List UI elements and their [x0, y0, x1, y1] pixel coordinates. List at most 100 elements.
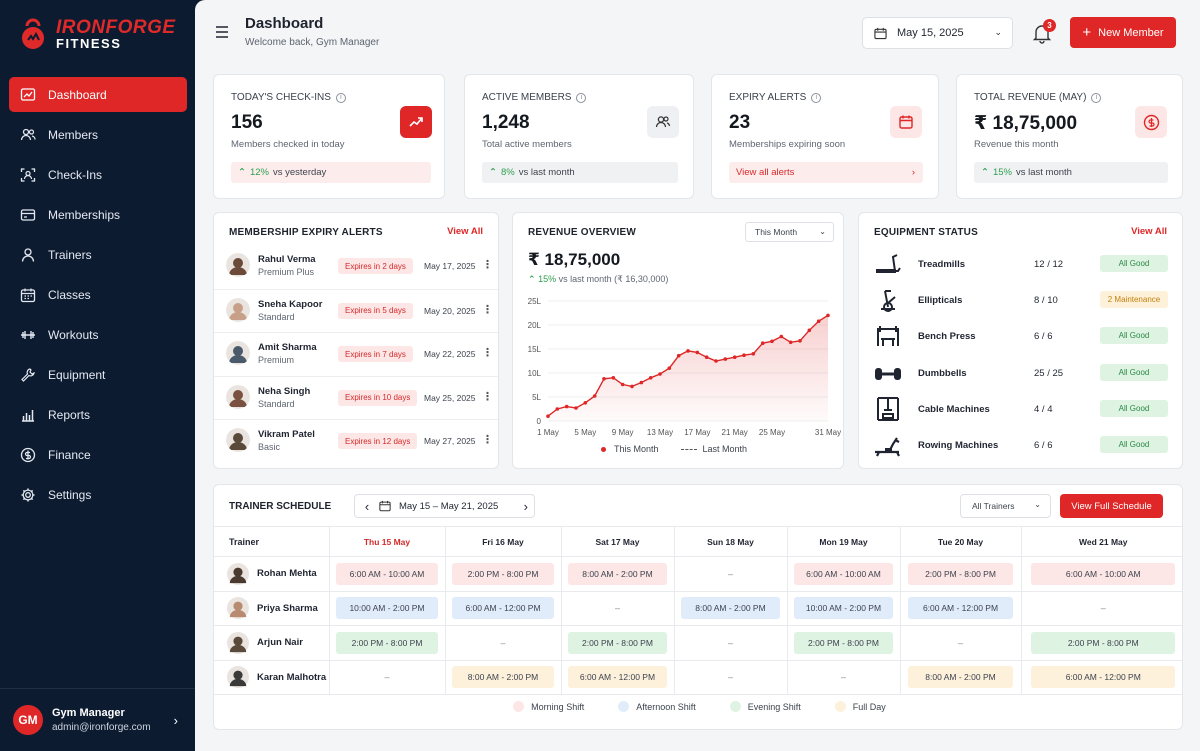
trainer-cell[interactable]: Priya Sharma: [214, 591, 329, 626]
sidebar-item-dashboard[interactable]: Dashboard: [9, 77, 187, 112]
schedule-cell[interactable]: 6:00 AM - 10:00 AM: [786, 556, 900, 592]
sidebar-item-equipment[interactable]: Equipment: [9, 357, 187, 392]
schedule-cell[interactable]: 10:00 AM - 2:00 PM: [328, 591, 445, 626]
schedule-cell[interactable]: 2:00 PM - 8:00 PM: [328, 625, 445, 661]
schedule-cell[interactable]: 6:00 AM - 12:00 PM: [1020, 660, 1182, 695]
schedule-cell[interactable]: 6:00 AM - 12:00 PM: [560, 660, 674, 695]
more-options-icon[interactable]: ⋮: [482, 390, 493, 403]
stat-card-revenue[interactable]: TOTAL REVENUE (MAY) i ₹ 18,75,000 Revenue…: [956, 74, 1183, 199]
list-item[interactable]: Rowing Machines 6 / 6 All Good: [859, 428, 1182, 464]
trainer-cell[interactable]: Arjun Nair: [214, 625, 329, 661]
info-icon[interactable]: i: [811, 92, 822, 103]
shift-block[interactable]: 2:00 PM - 8:00 PM: [1031, 631, 1176, 654]
sidebar-item-finance[interactable]: Finance: [9, 437, 187, 472]
schedule-cell[interactable]: 2:00 PM - 8:00 PM: [899, 556, 1021, 592]
chevron-right-icon[interactable]: ›: [173, 713, 178, 728]
stat-card-expiry-alerts[interactable]: EXPIRY ALERTS i 23 Memberships expiring s…: [711, 74, 939, 199]
week-range-picker[interactable]: ‹ May 15 – May 21, 2025 ›: [354, 494, 535, 518]
sidebar-item-memberships[interactable]: Memberships: [9, 197, 187, 232]
shift-block[interactable]: 8:00 AM - 2:00 PM: [452, 666, 554, 689]
more-options-icon[interactable]: ⋮: [482, 347, 493, 360]
schedule-cell[interactable]: 2:00 PM - 8:00 PM: [560, 625, 674, 661]
trainer-filter-select[interactable]: All Trainers ⌄: [960, 494, 1051, 518]
shift-block[interactable]: 2:00 PM - 8:00 PM: [907, 562, 1014, 585]
shift-block[interactable]: 6:00 AM - 12:00 PM: [452, 597, 554, 620]
shift-block[interactable]: 2:00 PM - 8:00 PM: [452, 562, 554, 585]
shift-block[interactable]: 6:00 AM - 12:00 PM: [1031, 666, 1176, 689]
list-item[interactable]: Ellipticals 8 / 10 2 Maintenance: [859, 283, 1182, 319]
chevron-left-icon[interactable]: ‹: [364, 498, 370, 514]
menu-icon[interactable]: [215, 26, 229, 38]
sidebar-nav: Dashboard Members Check-Ins Memberships Trai…: [9, 77, 187, 517]
schedule-cell[interactable]: 6:00 AM - 12:00 PM: [899, 591, 1021, 626]
schedule-cell[interactable]: 2:00 PM - 8:00 PM: [444, 556, 561, 592]
shift-block[interactable]: 6:00 AM - 12:00 PM: [568, 666, 667, 689]
stat-trend: ⌃ 12% vs yesterday: [231, 162, 431, 183]
list-item[interactable]: Dumbbells 25 / 25 All Good: [859, 356, 1182, 392]
more-options-icon[interactable]: ⋮: [482, 303, 493, 316]
list-item[interactable]: Vikram Patel Basic Expires in 12 days May 2…: [214, 419, 498, 462]
column-header-day: Sat 17 May: [560, 526, 674, 557]
sidebar-item-reports[interactable]: Reports: [9, 397, 187, 432]
shift-block[interactable]: 2:00 PM - 8:00 PM: [794, 631, 893, 654]
date-picker[interactable]: May 15, 2025 ⌄: [862, 17, 1013, 49]
shift-block[interactable]: 6:00 AM - 12:00 PM: [907, 597, 1014, 620]
list-item[interactable]: Cable Machines 4 / 4 All Good: [859, 392, 1182, 428]
view-all-alerts-link[interactable]: View all alerts ›: [729, 162, 923, 183]
schedule-cell[interactable]: 8:00 AM - 2:00 PM: [899, 660, 1021, 695]
shift-block[interactable]: 6:00 AM - 10:00 AM: [336, 562, 438, 585]
schedule-cell[interactable]: 2:00 PM - 8:00 PM: [786, 625, 900, 661]
view-full-schedule-button[interactable]: View Full Schedule: [1060, 494, 1163, 518]
sidebar-item-members[interactable]: Members: [9, 117, 187, 152]
shift-block[interactable]: 2:00 PM - 8:00 PM: [336, 631, 438, 654]
info-icon[interactable]: i: [1091, 92, 1102, 103]
trainer-cell[interactable]: Rohan Mehta: [214, 556, 329, 592]
table-row: Karan Malhotra – 8:00 AM - 2:00 PM 6:00 AM …: [214, 660, 1182, 695]
schedule-cell[interactable]: 2:00 PM - 8:00 PM: [1020, 625, 1182, 661]
sidebar-item-workouts[interactable]: Workouts: [9, 317, 187, 352]
avatar: [226, 428, 250, 453]
shift-block[interactable]: 8:00 AM - 2:00 PM: [907, 666, 1014, 689]
schedule-cell[interactable]: 8:00 AM - 2:00 PM: [560, 556, 674, 592]
chevron-right-icon[interactable]: ›: [523, 498, 528, 514]
list-item[interactable]: Neha Singh Standard Expires in 10 days May …: [214, 375, 498, 419]
schedule-cell[interactable]: 8:00 AM - 2:00 PM: [673, 591, 787, 626]
sidebar-item-trainers[interactable]: Trainers: [9, 237, 187, 272]
user-profile[interactable]: GM Gym Manager admin@ironforge.com ›: [0, 688, 196, 751]
sidebar-item-settings[interactable]: Settings: [9, 477, 187, 512]
shift-block[interactable]: 10:00 AM - 2:00 PM: [794, 597, 893, 620]
shift-block[interactable]: 10:00 AM - 2:00 PM: [336, 597, 438, 620]
list-item[interactable]: Amit Sharma Premium Expires in 7 days May 2…: [214, 332, 498, 375]
shift-block[interactable]: 8:00 AM - 2:00 PM: [681, 597, 780, 620]
period-select[interactable]: This Month ⌄: [745, 222, 834, 242]
schedule-cell[interactable]: 10:00 AM - 2:00 PM: [786, 591, 900, 626]
shift-block[interactable]: 6:00 AM - 10:00 AM: [794, 562, 893, 585]
shift-block[interactable]: 6:00 AM - 10:00 AM: [1031, 562, 1176, 585]
new-member-button[interactable]: + New Member: [1070, 17, 1176, 48]
view-all-link[interactable]: View All: [1131, 226, 1167, 237]
sidebar-item-check-ins[interactable]: Check-Ins: [9, 157, 187, 192]
list-item[interactable]: Sneha Kapoor Standard Expires in 5 days May…: [214, 288, 498, 332]
more-options-icon[interactable]: ⋮: [482, 434, 493, 447]
more-options-icon[interactable]: ⋮: [482, 259, 493, 271]
shift-block[interactable]: 8:00 AM - 2:00 PM: [568, 562, 667, 585]
sidebar-item-classes[interactable]: Classes: [9, 277, 187, 312]
stat-card-checkins[interactable]: TODAY'S CHECK-INS i 156 Members checked i…: [213, 74, 445, 199]
stat-card-active-members[interactable]: ACTIVE MEMBERS i 1,248 Total active membe…: [464, 74, 694, 199]
info-icon[interactable]: i: [335, 92, 346, 103]
list-item[interactable]: Bench Press 6 / 6 All Good: [859, 319, 1182, 355]
shift-block[interactable]: 2:00 PM - 8:00 PM: [568, 631, 667, 654]
schedule-cell[interactable]: 8:00 AM - 2:00 PM: [444, 660, 561, 695]
schedule-cell[interactable]: 6:00 AM - 10:00 AM: [1020, 556, 1182, 592]
trend-text: vs last month: [518, 167, 575, 178]
list-item[interactable]: Rahul Verma Premium Plus Expires in 2 days…: [214, 245, 498, 288]
info-icon[interactable]: i: [576, 92, 587, 103]
y-tick-label: 0: [537, 417, 542, 426]
view-all-link[interactable]: View All: [447, 226, 483, 237]
revenue-line-chart: 0 5L 10L 15L 20L 25L 1 May 5 May 9 May 13 May 17 M…: [528, 297, 841, 437]
list-item[interactable]: Treadmills 12 / 12 All Good: [859, 247, 1182, 283]
schedule-cell[interactable]: 6:00 AM - 10:00 AM: [328, 556, 445, 592]
schedule-cell[interactable]: 6:00 AM - 12:00 PM: [444, 591, 561, 626]
brand-logo[interactable]: IRONFORGE FITNESS: [18, 16, 176, 52]
trainer-cell[interactable]: Karan Malhotra: [214, 660, 329, 695]
